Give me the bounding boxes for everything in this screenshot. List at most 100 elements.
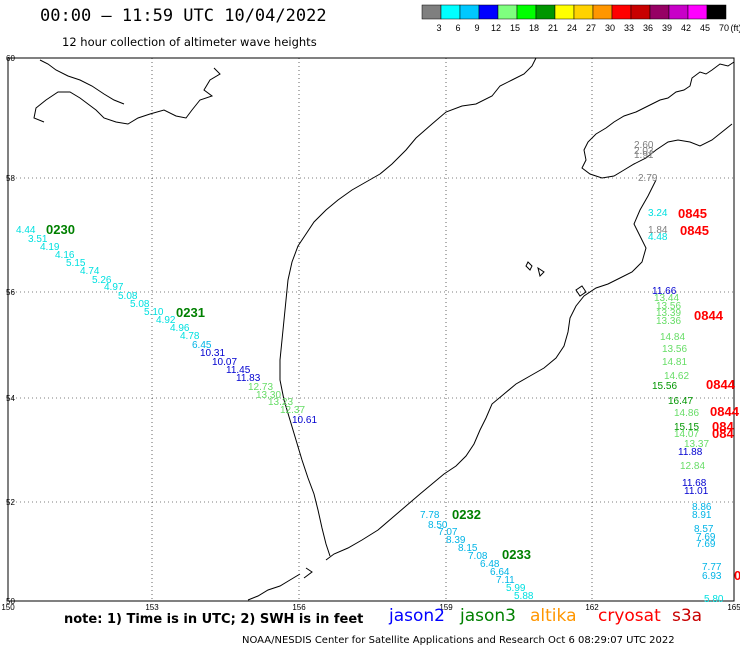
x-tick-label: 165 <box>727 603 740 612</box>
swh-value-c: 11.66 <box>652 286 677 297</box>
swh-value-a: 11.83 <box>236 373 261 384</box>
legend-label: 30 <box>605 23 615 33</box>
swh-value-c: 8.57 <box>694 524 714 535</box>
swh-value-b: 8.39 <box>446 535 466 546</box>
swh-value-c: 11.88 <box>678 447 703 458</box>
legend-label: 70 <box>719 23 729 33</box>
swh-value-b: 8.15 <box>458 543 478 554</box>
swh-value-c: 15.15 <box>674 422 699 433</box>
swh-value-a: 4.44 <box>16 225 36 236</box>
map-title: 00:00 – 11:59 UTC 10/04/2022 <box>40 6 327 26</box>
pass-time-label: 0844 <box>706 377 736 392</box>
swh-value-c: 2.79 <box>638 173 658 184</box>
swh-value-c: 8.86 <box>692 502 712 513</box>
island-b <box>575 285 587 297</box>
swh-value-a: 4.92 <box>156 315 176 326</box>
y-tick-label: 60 <box>6 54 15 63</box>
coastline <box>33 57 735 601</box>
x-tick-label: 156 <box>292 603 306 612</box>
legend-label: 33 <box>624 23 634 33</box>
swh-value-a: 12.37 <box>280 405 305 416</box>
swh-value-c: 14.07 <box>674 429 699 440</box>
swh-value-a: 13.23 <box>268 397 293 408</box>
swh-value-c: 6.93 <box>702 571 722 582</box>
swh-value-c: 13.37 <box>684 439 709 450</box>
axis-tick-labels: 150 153 156 159 162 165 50 52 54 56 58 60 <box>1 54 740 612</box>
swh-value-a: 10.61 <box>292 415 317 426</box>
map-frame <box>7 57 735 602</box>
swh-value-b: 7.08 <box>468 551 488 562</box>
pass-time-label: 0230 <box>46 222 75 237</box>
satellite-label-jason3: jason3 <box>460 606 516 626</box>
x-tick-label: 150 <box>1 603 15 612</box>
map-subtitle: 12 hour collection of altimeter wave hei… <box>62 35 317 49</box>
island-a <box>525 261 533 271</box>
pass-time-label: 0233 <box>502 547 531 562</box>
pass-time-label: 0231 <box>176 305 205 320</box>
swh-value-c: 11.01 <box>684 486 709 497</box>
swh-value-c: 2.60 <box>634 140 654 151</box>
legend-swatch <box>706 4 727 20</box>
swh-value-b: 8.50 <box>428 520 448 531</box>
pass-time-label: 0844 <box>694 308 724 323</box>
swh-value-c: 3.24 <box>648 208 668 219</box>
footer-credit: NOAA/NESDIS Center for Satellite Applica… <box>242 635 675 646</box>
swh-value-c: 1.91 <box>634 150 654 161</box>
swh-value-c: 13.56 <box>662 344 687 355</box>
swh-value-a: 6.45 <box>192 340 212 351</box>
pass-time-label: 0 <box>734 568 740 583</box>
sakhalin-north <box>39 59 125 105</box>
swh-value-c: 13.39 <box>656 308 681 319</box>
pass-time-label: 084 <box>712 426 734 441</box>
okhotsk-north-coast <box>279 57 537 557</box>
pass-time-label: 0845 <box>680 223 709 238</box>
swh-value-c: 14.81 <box>662 357 687 368</box>
swh-value-a: 5.26 <box>92 275 112 286</box>
footer-note: note: 1) Time is in UTC; 2) SWH is in fe… <box>64 612 364 627</box>
x-tick-label: 162 <box>585 603 599 612</box>
swh-value-c: 13.44 <box>654 293 679 304</box>
swh-value-c: 4.48 <box>648 232 668 243</box>
legend-label: 21 <box>548 23 558 33</box>
swh-value-a: 10.07 <box>212 357 237 368</box>
pass-time-label: 0232 <box>452 507 481 522</box>
legend-label: 45 <box>700 23 710 33</box>
swh-value-b: 6.64 <box>490 567 510 578</box>
swh-value-c: 14.84 <box>660 332 685 343</box>
swh-value-a: 13.30 <box>256 390 281 401</box>
swh-value-b: 7.07 <box>438 527 458 538</box>
wave-height-tracks: 4.443.514.194.165.154.745.264.975.085.08… <box>16 140 724 605</box>
y-tick-label: 56 <box>6 288 15 297</box>
legend-label: 36 <box>643 23 653 33</box>
y-tick-label: 52 <box>6 498 15 507</box>
y-tick-label: 50 <box>6 597 15 606</box>
kamchatka-west-coast <box>325 179 657 561</box>
satellite-label-altika: altika <box>530 606 577 626</box>
swh-value-a: 4.19 <box>40 242 60 253</box>
legend-label: 24 <box>567 23 577 33</box>
swh-value-c: 16.47 <box>668 396 693 407</box>
satellite-label-cryosat: cryosat <box>598 606 661 626</box>
legend-label: 15 <box>510 23 520 33</box>
swh-value-c: 2.03 <box>634 146 654 157</box>
x-tick-label: 159 <box>439 603 453 612</box>
swh-value-b: 7.11 <box>496 575 515 586</box>
swh-value-c: 15.56 <box>652 381 677 392</box>
swh-value-b: 5.88 <box>514 591 534 602</box>
swh-value-a: 11.45 <box>226 365 251 376</box>
swh-value-a: 4.78 <box>180 331 200 342</box>
swh-value-a: 4.97 <box>104 282 124 293</box>
shantar-islands <box>33 67 221 125</box>
swh-value-c: 14.62 <box>664 371 689 382</box>
legend-label: 3 <box>436 23 441 33</box>
graticule <box>8 58 734 601</box>
legend-label: 6 <box>455 23 460 33</box>
pass-time-labels: 0230023102320233084508450844084408440840… <box>46 206 740 583</box>
swh-value-a: 5.10 <box>144 307 164 318</box>
swh-value-c: 12.84 <box>680 461 705 472</box>
swh-value-c: 11.68 <box>682 478 707 489</box>
swh-value-a: 4.74 <box>80 266 100 277</box>
legend-label: 9 <box>474 23 479 33</box>
legend-label: 12 <box>491 23 501 33</box>
